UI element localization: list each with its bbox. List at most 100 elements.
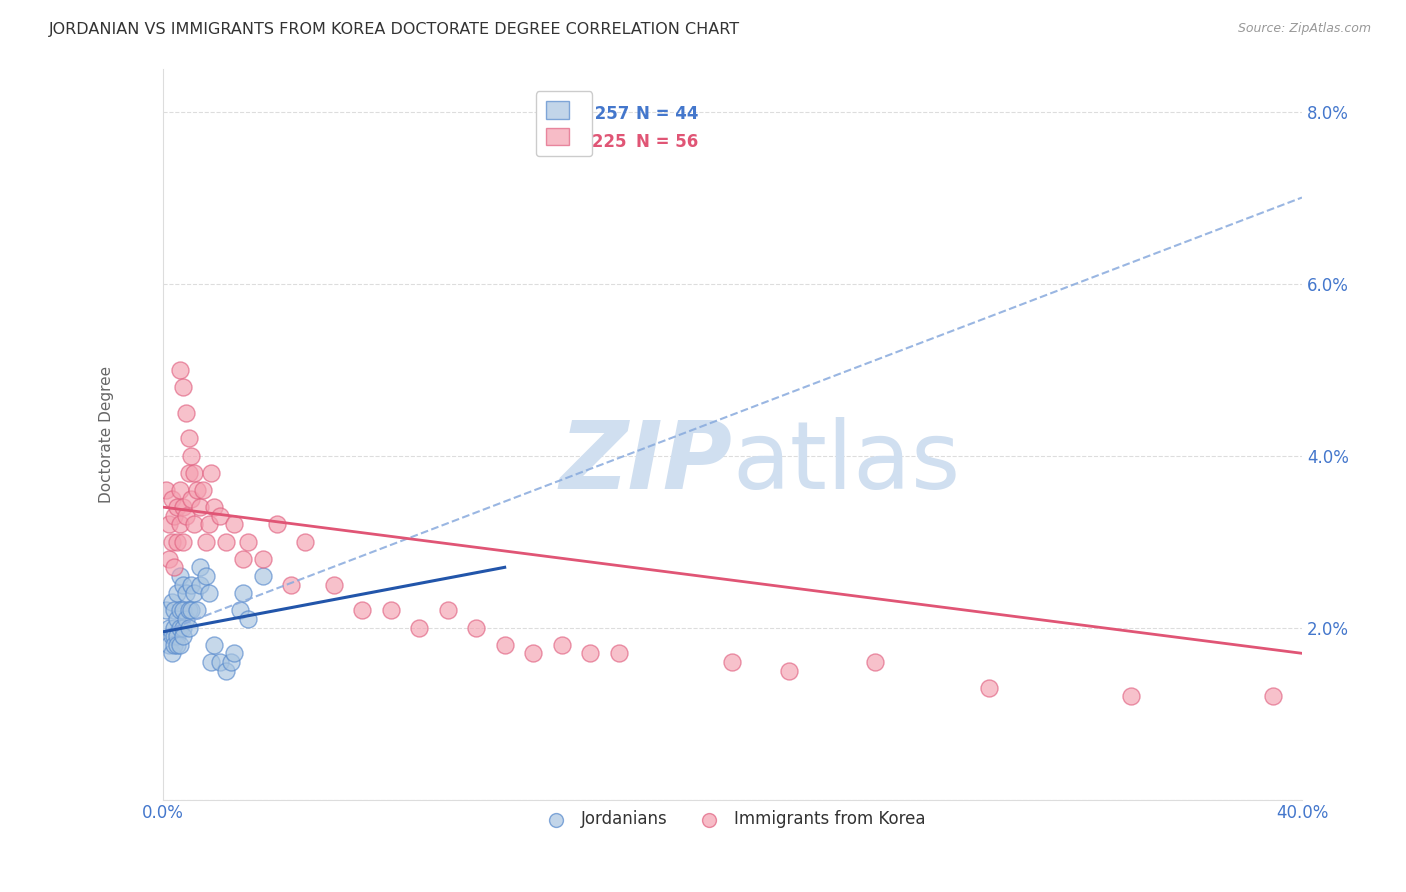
Point — [160, 534, 183, 549]
Point — [166, 500, 188, 515]
Point — [221, 655, 243, 669]
Point — [721, 655, 744, 669]
Point — [166, 638, 188, 652]
Point — [238, 534, 260, 549]
Point — [214, 534, 236, 549]
Point — [977, 681, 1000, 695]
Point — [322, 577, 344, 591]
Y-axis label: Doctorate Degree: Doctorate Degree — [100, 366, 114, 502]
Point — [169, 569, 191, 583]
Point — [200, 655, 222, 669]
Point — [177, 431, 200, 445]
Point — [172, 500, 194, 515]
Point — [157, 517, 180, 532]
Point — [160, 595, 183, 609]
Point — [607, 646, 630, 660]
Point — [200, 466, 222, 480]
Point — [180, 577, 202, 591]
Point — [191, 483, 214, 497]
Point — [169, 483, 191, 497]
Point — [522, 646, 544, 660]
Point — [186, 603, 208, 617]
Legend: Jordanians, Immigrants from Korea: Jordanians, Immigrants from Korea — [533, 804, 932, 835]
Point — [172, 534, 194, 549]
Point — [169, 362, 191, 376]
Text: R =: R = — [541, 105, 572, 123]
Point — [208, 655, 231, 669]
Point — [352, 603, 374, 617]
Point — [202, 638, 225, 652]
Text: JORDANIAN VS IMMIGRANTS FROM KOREA DOCTORATE DEGREE CORRELATION CHART: JORDANIAN VS IMMIGRANTS FROM KOREA DOCTO… — [49, 22, 741, 37]
Point — [180, 449, 202, 463]
Point — [155, 603, 177, 617]
Point — [166, 586, 188, 600]
Point — [252, 569, 274, 583]
Point — [163, 560, 186, 574]
Point — [863, 655, 886, 669]
Point — [157, 638, 180, 652]
Point — [172, 380, 194, 394]
Point — [436, 603, 458, 617]
Point — [160, 646, 183, 660]
Point — [163, 629, 186, 643]
Point — [1119, 690, 1142, 704]
Point — [294, 534, 316, 549]
Point — [174, 586, 197, 600]
Point — [155, 483, 177, 497]
Point — [202, 500, 225, 515]
Point — [408, 621, 430, 635]
Point — [238, 612, 260, 626]
Point — [169, 603, 191, 617]
Point — [163, 603, 186, 617]
Point — [197, 517, 219, 532]
Text: 0.257: 0.257 — [571, 105, 628, 123]
Point — [160, 629, 183, 643]
Text: -0.225: -0.225 — [567, 133, 627, 151]
Point — [180, 491, 202, 506]
Point — [166, 612, 188, 626]
Point — [579, 646, 602, 660]
Point — [465, 621, 488, 635]
Point — [163, 508, 186, 523]
Point — [163, 638, 186, 652]
Point — [194, 569, 217, 583]
Point — [252, 551, 274, 566]
Text: N = 56: N = 56 — [636, 133, 697, 151]
Point — [194, 534, 217, 549]
Point — [177, 603, 200, 617]
Point — [1263, 690, 1285, 704]
Point — [188, 560, 211, 574]
Point — [166, 534, 188, 549]
Point — [160, 491, 183, 506]
Point — [280, 577, 302, 591]
Point — [172, 577, 194, 591]
Point — [157, 621, 180, 635]
Point — [166, 629, 188, 643]
Point — [197, 586, 219, 600]
Point — [174, 612, 197, 626]
Point — [188, 500, 211, 515]
Point — [169, 638, 191, 652]
Point — [177, 466, 200, 480]
Text: N = 44: N = 44 — [636, 105, 699, 123]
Point — [174, 405, 197, 419]
Point — [180, 603, 202, 617]
Text: R =: R = — [541, 133, 572, 151]
Point — [183, 586, 205, 600]
Point — [172, 621, 194, 635]
Point — [494, 638, 516, 652]
Point — [208, 508, 231, 523]
Point — [188, 577, 211, 591]
Point — [183, 466, 205, 480]
Point — [778, 664, 800, 678]
Point — [550, 638, 572, 652]
Text: Source: ZipAtlas.com: Source: ZipAtlas.com — [1237, 22, 1371, 36]
Point — [172, 603, 194, 617]
Point — [177, 621, 200, 635]
Point — [169, 621, 191, 635]
Point — [224, 517, 246, 532]
Point — [174, 508, 197, 523]
Point — [172, 629, 194, 643]
Point — [186, 483, 208, 497]
Point — [232, 586, 254, 600]
